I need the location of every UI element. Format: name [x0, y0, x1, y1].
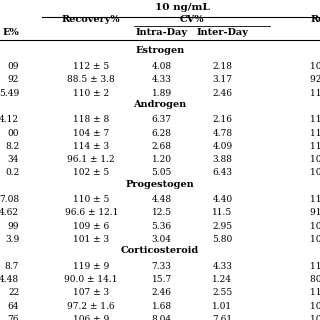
Text: 114 ±: 114 ±	[310, 129, 320, 138]
Text: 4.78: 4.78	[212, 129, 232, 138]
Text: 1.01: 1.01	[212, 301, 232, 311]
Text: 96.1 ± 1.2: 96.1 ± 1.2	[68, 155, 115, 164]
Text: 10 ng/mL: 10 ng/mL	[155, 4, 210, 12]
Text: 22: 22	[8, 288, 19, 297]
Text: 6.37: 6.37	[152, 115, 172, 124]
Text: 104 ±: 104 ±	[310, 155, 320, 164]
Text: 15.7: 15.7	[151, 275, 172, 284]
Text: Recovery%: Recovery%	[62, 15, 121, 24]
Text: CV%: CV%	[180, 15, 204, 24]
Text: 5.49: 5.49	[0, 89, 19, 98]
Text: 8.7: 8.7	[5, 262, 19, 271]
Text: 114 ±: 114 ±	[310, 89, 320, 98]
Text: 111 ±: 111 ±	[310, 288, 320, 297]
Text: 4.48: 4.48	[152, 195, 172, 204]
Text: 118 ± 8: 118 ± 8	[73, 115, 109, 124]
Text: 6.28: 6.28	[152, 129, 172, 138]
Text: 112 ± 5: 112 ± 5	[73, 62, 109, 71]
Text: 0.2: 0.2	[5, 168, 19, 178]
Text: 102 ±: 102 ±	[310, 168, 320, 178]
Text: 7.61: 7.61	[212, 315, 232, 320]
Text: 11.5: 11.5	[212, 208, 233, 218]
Text: 115 ±: 115 ±	[310, 195, 320, 204]
Text: 119 ± 9: 119 ± 9	[73, 262, 109, 271]
Text: 2.55: 2.55	[212, 288, 233, 297]
Text: 4.08: 4.08	[152, 62, 172, 71]
Text: 97.2 ± 1.6: 97.2 ± 1.6	[68, 301, 115, 311]
Text: 4.48: 4.48	[0, 275, 19, 284]
Text: Estrogen: Estrogen	[135, 46, 185, 55]
Text: 7.33: 7.33	[152, 262, 172, 271]
Text: 90.0 ± 14.1: 90.0 ± 14.1	[64, 275, 118, 284]
Text: 92.3 ±: 92.3 ±	[310, 75, 320, 84]
Text: 5.80: 5.80	[212, 235, 233, 244]
Text: 92: 92	[8, 75, 19, 84]
Text: 2.46: 2.46	[212, 89, 232, 98]
Text: 64: 64	[8, 301, 19, 311]
Text: 80.0 ±: 80.0 ±	[310, 275, 320, 284]
Text: 110 ± 2: 110 ± 2	[73, 89, 109, 98]
Text: 4.40: 4.40	[212, 195, 232, 204]
Text: E%: E%	[3, 28, 19, 37]
Text: Intra-Day: Intra-Day	[136, 28, 188, 37]
Text: 2.68: 2.68	[152, 142, 172, 151]
Text: 114 ± 3: 114 ± 3	[73, 142, 109, 151]
Text: Androgen: Androgen	[133, 100, 187, 109]
Text: 109 ± 6: 109 ± 6	[73, 222, 109, 231]
Text: 4.33: 4.33	[152, 75, 172, 84]
Text: 104 ± 7: 104 ± 7	[73, 129, 109, 138]
Text: 6.43: 6.43	[212, 168, 232, 178]
Text: 2.18: 2.18	[212, 62, 232, 71]
Text: Recov: Recov	[310, 15, 320, 24]
Text: 118 ±: 118 ±	[310, 262, 320, 271]
Text: 107 ± 3: 107 ± 3	[73, 288, 109, 297]
Text: 103 ±: 103 ±	[310, 62, 320, 71]
Text: 34: 34	[8, 155, 19, 164]
Text: 7.08: 7.08	[0, 195, 19, 204]
Text: 110 ± 5: 110 ± 5	[73, 195, 109, 204]
Text: 5.36: 5.36	[152, 222, 172, 231]
Text: 106 ± 9: 106 ± 9	[73, 315, 109, 320]
Text: Corticosteroid: Corticosteroid	[121, 246, 199, 255]
Text: 2.46: 2.46	[152, 288, 172, 297]
Text: 4.12: 4.12	[0, 115, 19, 124]
Text: 8.04: 8.04	[152, 315, 172, 320]
Text: 4.09: 4.09	[212, 142, 232, 151]
Text: 09: 09	[8, 62, 19, 71]
Text: 00: 00	[8, 129, 19, 138]
Text: 117 ±: 117 ±	[310, 142, 320, 151]
Text: 103 ±: 103 ±	[310, 301, 320, 311]
Text: 3.17: 3.17	[212, 75, 232, 84]
Text: 116 ±: 116 ±	[310, 115, 320, 124]
Text: 76: 76	[8, 315, 19, 320]
Text: 108 ±: 108 ±	[310, 222, 320, 231]
Text: 1.68: 1.68	[152, 301, 172, 311]
Text: Inter-Day: Inter-Day	[196, 28, 248, 37]
Text: 3.9: 3.9	[5, 235, 19, 244]
Text: 96.6 ± 12.1: 96.6 ± 12.1	[65, 208, 118, 218]
Text: 102 ± 5: 102 ± 5	[73, 168, 109, 178]
Text: 3.04: 3.04	[152, 235, 172, 244]
Text: 88.5 ± 3.8: 88.5 ± 3.8	[67, 75, 115, 84]
Text: 5.05: 5.05	[151, 168, 172, 178]
Text: 12.5: 12.5	[152, 208, 172, 218]
Text: 101 ± 3: 101 ± 3	[73, 235, 109, 244]
Text: 1.89: 1.89	[152, 89, 172, 98]
Text: 3.88: 3.88	[212, 155, 232, 164]
Text: 2.16: 2.16	[212, 115, 232, 124]
Text: 100 ±: 100 ±	[310, 235, 320, 244]
Text: 1.24: 1.24	[212, 275, 232, 284]
Text: 91.5 ±: 91.5 ±	[310, 208, 320, 218]
Text: 99: 99	[8, 222, 19, 231]
Text: 8.2: 8.2	[5, 142, 19, 151]
Text: 4.62: 4.62	[0, 208, 19, 218]
Text: 107 ±: 107 ±	[310, 315, 320, 320]
Text: 1.20: 1.20	[152, 155, 172, 164]
Text: 2.95: 2.95	[212, 222, 232, 231]
Text: Progestogen: Progestogen	[126, 180, 194, 188]
Text: 4.33: 4.33	[212, 262, 232, 271]
